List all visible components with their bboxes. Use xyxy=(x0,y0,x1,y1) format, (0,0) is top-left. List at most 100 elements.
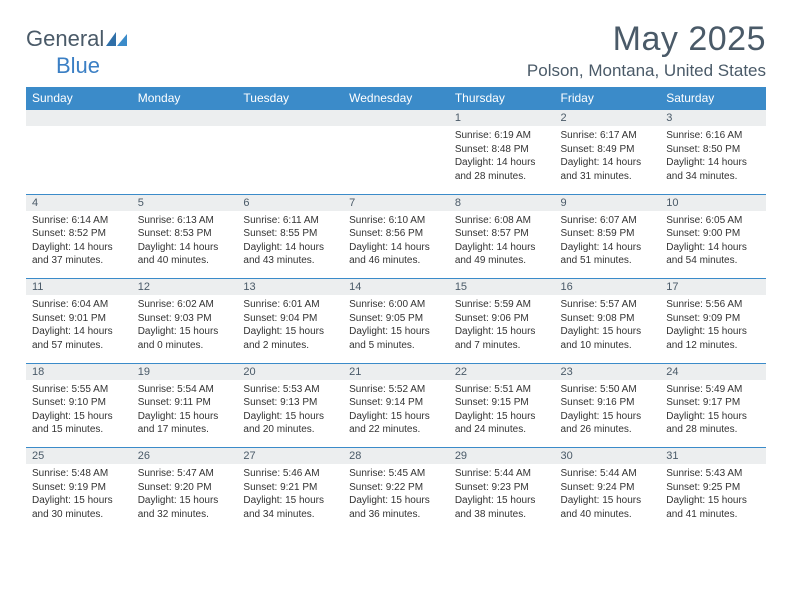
day-number-cell: 19 xyxy=(132,363,238,380)
daylight-text: Daylight: 15 hours and 38 minutes. xyxy=(455,494,549,521)
day-number-cell: 26 xyxy=(132,448,238,465)
sunset-text: Sunset: 8:55 PM xyxy=(243,227,337,241)
sunrise-text: Sunrise: 5:46 AM xyxy=(243,467,337,481)
sunset-text: Sunset: 9:20 PM xyxy=(138,481,232,495)
sunset-text: Sunset: 9:23 PM xyxy=(455,481,549,495)
daylight-text: Daylight: 14 hours and 49 minutes. xyxy=(455,241,549,268)
day-number-cell: 31 xyxy=(660,448,766,465)
daylight-text: Daylight: 15 hours and 7 minutes. xyxy=(455,325,549,352)
day-number-cell: 4 xyxy=(26,194,132,211)
day-number-cell xyxy=(343,110,449,127)
sunrise-text: Sunrise: 6:08 AM xyxy=(455,214,549,228)
sunset-text: Sunset: 9:04 PM xyxy=(243,312,337,326)
sunrise-text: Sunrise: 6:07 AM xyxy=(561,214,655,228)
day-number-cell: 10 xyxy=(660,194,766,211)
day-number-cell: 25 xyxy=(26,448,132,465)
day-detail-row: Sunrise: 6:19 AMSunset: 8:48 PMDaylight:… xyxy=(26,126,766,194)
daylight-text: Daylight: 15 hours and 40 minutes. xyxy=(561,494,655,521)
day-detail-cell: Sunrise: 5:49 AMSunset: 9:17 PMDaylight:… xyxy=(660,380,766,448)
day-detail-cell xyxy=(26,126,132,194)
day-detail-cell: Sunrise: 6:14 AMSunset: 8:52 PMDaylight:… xyxy=(26,211,132,279)
weekday-header-row: Sunday Monday Tuesday Wednesday Thursday… xyxy=(26,87,766,110)
sunset-text: Sunset: 9:15 PM xyxy=(455,396,549,410)
day-detail-cell: Sunrise: 5:50 AMSunset: 9:16 PMDaylight:… xyxy=(555,380,661,448)
brand-logo: General xyxy=(26,26,128,52)
day-number-cell: 13 xyxy=(237,279,343,296)
location-text: Polson, Montana, United States xyxy=(527,61,766,81)
sunset-text: Sunset: 8:50 PM xyxy=(666,143,760,157)
sunset-text: Sunset: 9:21 PM xyxy=(243,481,337,495)
day-detail-cell: Sunrise: 6:19 AMSunset: 8:48 PMDaylight:… xyxy=(449,126,555,194)
sunset-text: Sunset: 9:03 PM xyxy=(138,312,232,326)
sunset-text: Sunset: 8:49 PM xyxy=(561,143,655,157)
daylight-text: Daylight: 15 hours and 20 minutes. xyxy=(243,410,337,437)
weekday-header: Thursday xyxy=(449,87,555,110)
sunset-text: Sunset: 8:56 PM xyxy=(349,227,443,241)
brand-part2: Blue xyxy=(56,53,100,78)
day-number-cell: 18 xyxy=(26,363,132,380)
daylight-text: Daylight: 15 hours and 12 minutes. xyxy=(666,325,760,352)
day-detail-cell xyxy=(132,126,238,194)
month-title: May 2025 xyxy=(527,20,766,59)
day-number-cell xyxy=(132,110,238,127)
day-detail-row: Sunrise: 6:14 AMSunset: 8:52 PM Daylight:… xyxy=(26,211,766,279)
title-block: May 2025 Polson, Montana, United States xyxy=(527,20,766,81)
daylight-text: Daylight: 14 hours and 54 minutes. xyxy=(666,241,760,268)
daylight-text: Daylight: 15 hours and 15 minutes. xyxy=(32,410,126,437)
weekday-header: Wednesday xyxy=(343,87,449,110)
daylight-text: Daylight: 14 hours and 57 minutes. xyxy=(32,325,126,352)
day-number-cell: 29 xyxy=(449,448,555,465)
day-number-row: 11121314151617 xyxy=(26,279,766,296)
day-number-cell: 16 xyxy=(555,279,661,296)
sunset-text: Sunset: 8:53 PM xyxy=(138,227,232,241)
day-detail-cell: Sunrise: 5:52 AMSunset: 9:14 PMDaylight:… xyxy=(343,380,449,448)
sunrise-text: Sunrise: 6:14 AM xyxy=(32,214,126,228)
sunrise-text: Sunrise: 5:53 AM xyxy=(243,383,337,397)
sunset-text: Sunset: 8:57 PM xyxy=(455,227,549,241)
day-number-cell: 7 xyxy=(343,194,449,211)
sunrise-text: Sunrise: 5:43 AM xyxy=(666,467,760,481)
day-number-cell: 23 xyxy=(555,363,661,380)
day-detail-cell: Sunrise: 5:45 AMSunset: 9:22 PMDaylight:… xyxy=(343,464,449,532)
day-detail-cell: Sunrise: 6:07 AMSunset: 8:59 PMDaylight:… xyxy=(555,211,661,279)
sail-icon xyxy=(106,27,128,53)
day-detail-cell: Sunrise: 5:53 AMSunset: 9:13 PMDaylight:… xyxy=(237,380,343,448)
sunset-text: Sunset: 8:52 PM xyxy=(32,227,126,241)
daylight-text: Daylight: 15 hours and 5 minutes. xyxy=(349,325,443,352)
sunrise-text: Sunrise: 6:13 AM xyxy=(138,214,232,228)
day-number-cell: 30 xyxy=(555,448,661,465)
sunset-text: Sunset: 9:10 PM xyxy=(32,396,126,410)
day-number-cell: 24 xyxy=(660,363,766,380)
daylight-text: Daylight: 15 hours and 32 minutes. xyxy=(138,494,232,521)
day-number-cell: 9 xyxy=(555,194,661,211)
day-detail-cell: Sunrise: 6:00 AMSunset: 9:05 PMDaylight:… xyxy=(343,295,449,363)
daylight-text: Daylight: 15 hours and 28 minutes. xyxy=(666,410,760,437)
calendar-table: Sunday Monday Tuesday Wednesday Thursday… xyxy=(26,87,766,532)
day-number-cell: 27 xyxy=(237,448,343,465)
sunrise-text: Sunrise: 5:59 AM xyxy=(455,298,549,312)
day-detail-cell: Sunrise: 6:05 AMSunset: 9:00 PMDaylight:… xyxy=(660,211,766,279)
sunset-text: Sunset: 9:09 PM xyxy=(666,312,760,326)
sunrise-text: Sunrise: 6:16 AM xyxy=(666,129,760,143)
day-detail-cell: Sunrise: 6:04 AMSunset: 9:01 PMDaylight:… xyxy=(26,295,132,363)
weekday-header: Friday xyxy=(555,87,661,110)
sunset-text: Sunset: 9:22 PM xyxy=(349,481,443,495)
sunrise-text: Sunrise: 6:19 AM xyxy=(455,129,549,143)
sunset-text: Sunset: 9:25 PM xyxy=(666,481,760,495)
day-detail-cell: Sunrise: 5:46 AMSunset: 9:21 PMDaylight:… xyxy=(237,464,343,532)
day-detail-cell: Sunrise: 6:01 AMSunset: 9:04 PMDaylight:… xyxy=(237,295,343,363)
day-number-cell xyxy=(26,110,132,127)
sunset-text: Sunset: 9:06 PM xyxy=(455,312,549,326)
sunset-text: Sunset: 8:48 PM xyxy=(455,143,549,157)
sunset-text: Sunset: 9:14 PM xyxy=(349,396,443,410)
daylight-text: Daylight: 14 hours and 51 minutes. xyxy=(561,241,655,268)
sunrise-text: Sunrise: 6:04 AM xyxy=(32,298,126,312)
sunrise-text: Sunrise: 6:05 AM xyxy=(666,214,760,228)
day-detail-cell: Sunrise: 6:10 AMSunset: 8:56 PMDaylight:… xyxy=(343,211,449,279)
sunset-text: Sunset: 8:59 PM xyxy=(561,227,655,241)
sunrise-text: Sunrise: 5:47 AM xyxy=(138,467,232,481)
sunrise-text: Sunrise: 5:52 AM xyxy=(349,383,443,397)
weekday-header: Monday xyxy=(132,87,238,110)
calendar-body: 123Sunrise: 6:19 AMSunset: 8:48 PMDaylig… xyxy=(26,110,766,533)
sunrise-text: Sunrise: 6:02 AM xyxy=(138,298,232,312)
